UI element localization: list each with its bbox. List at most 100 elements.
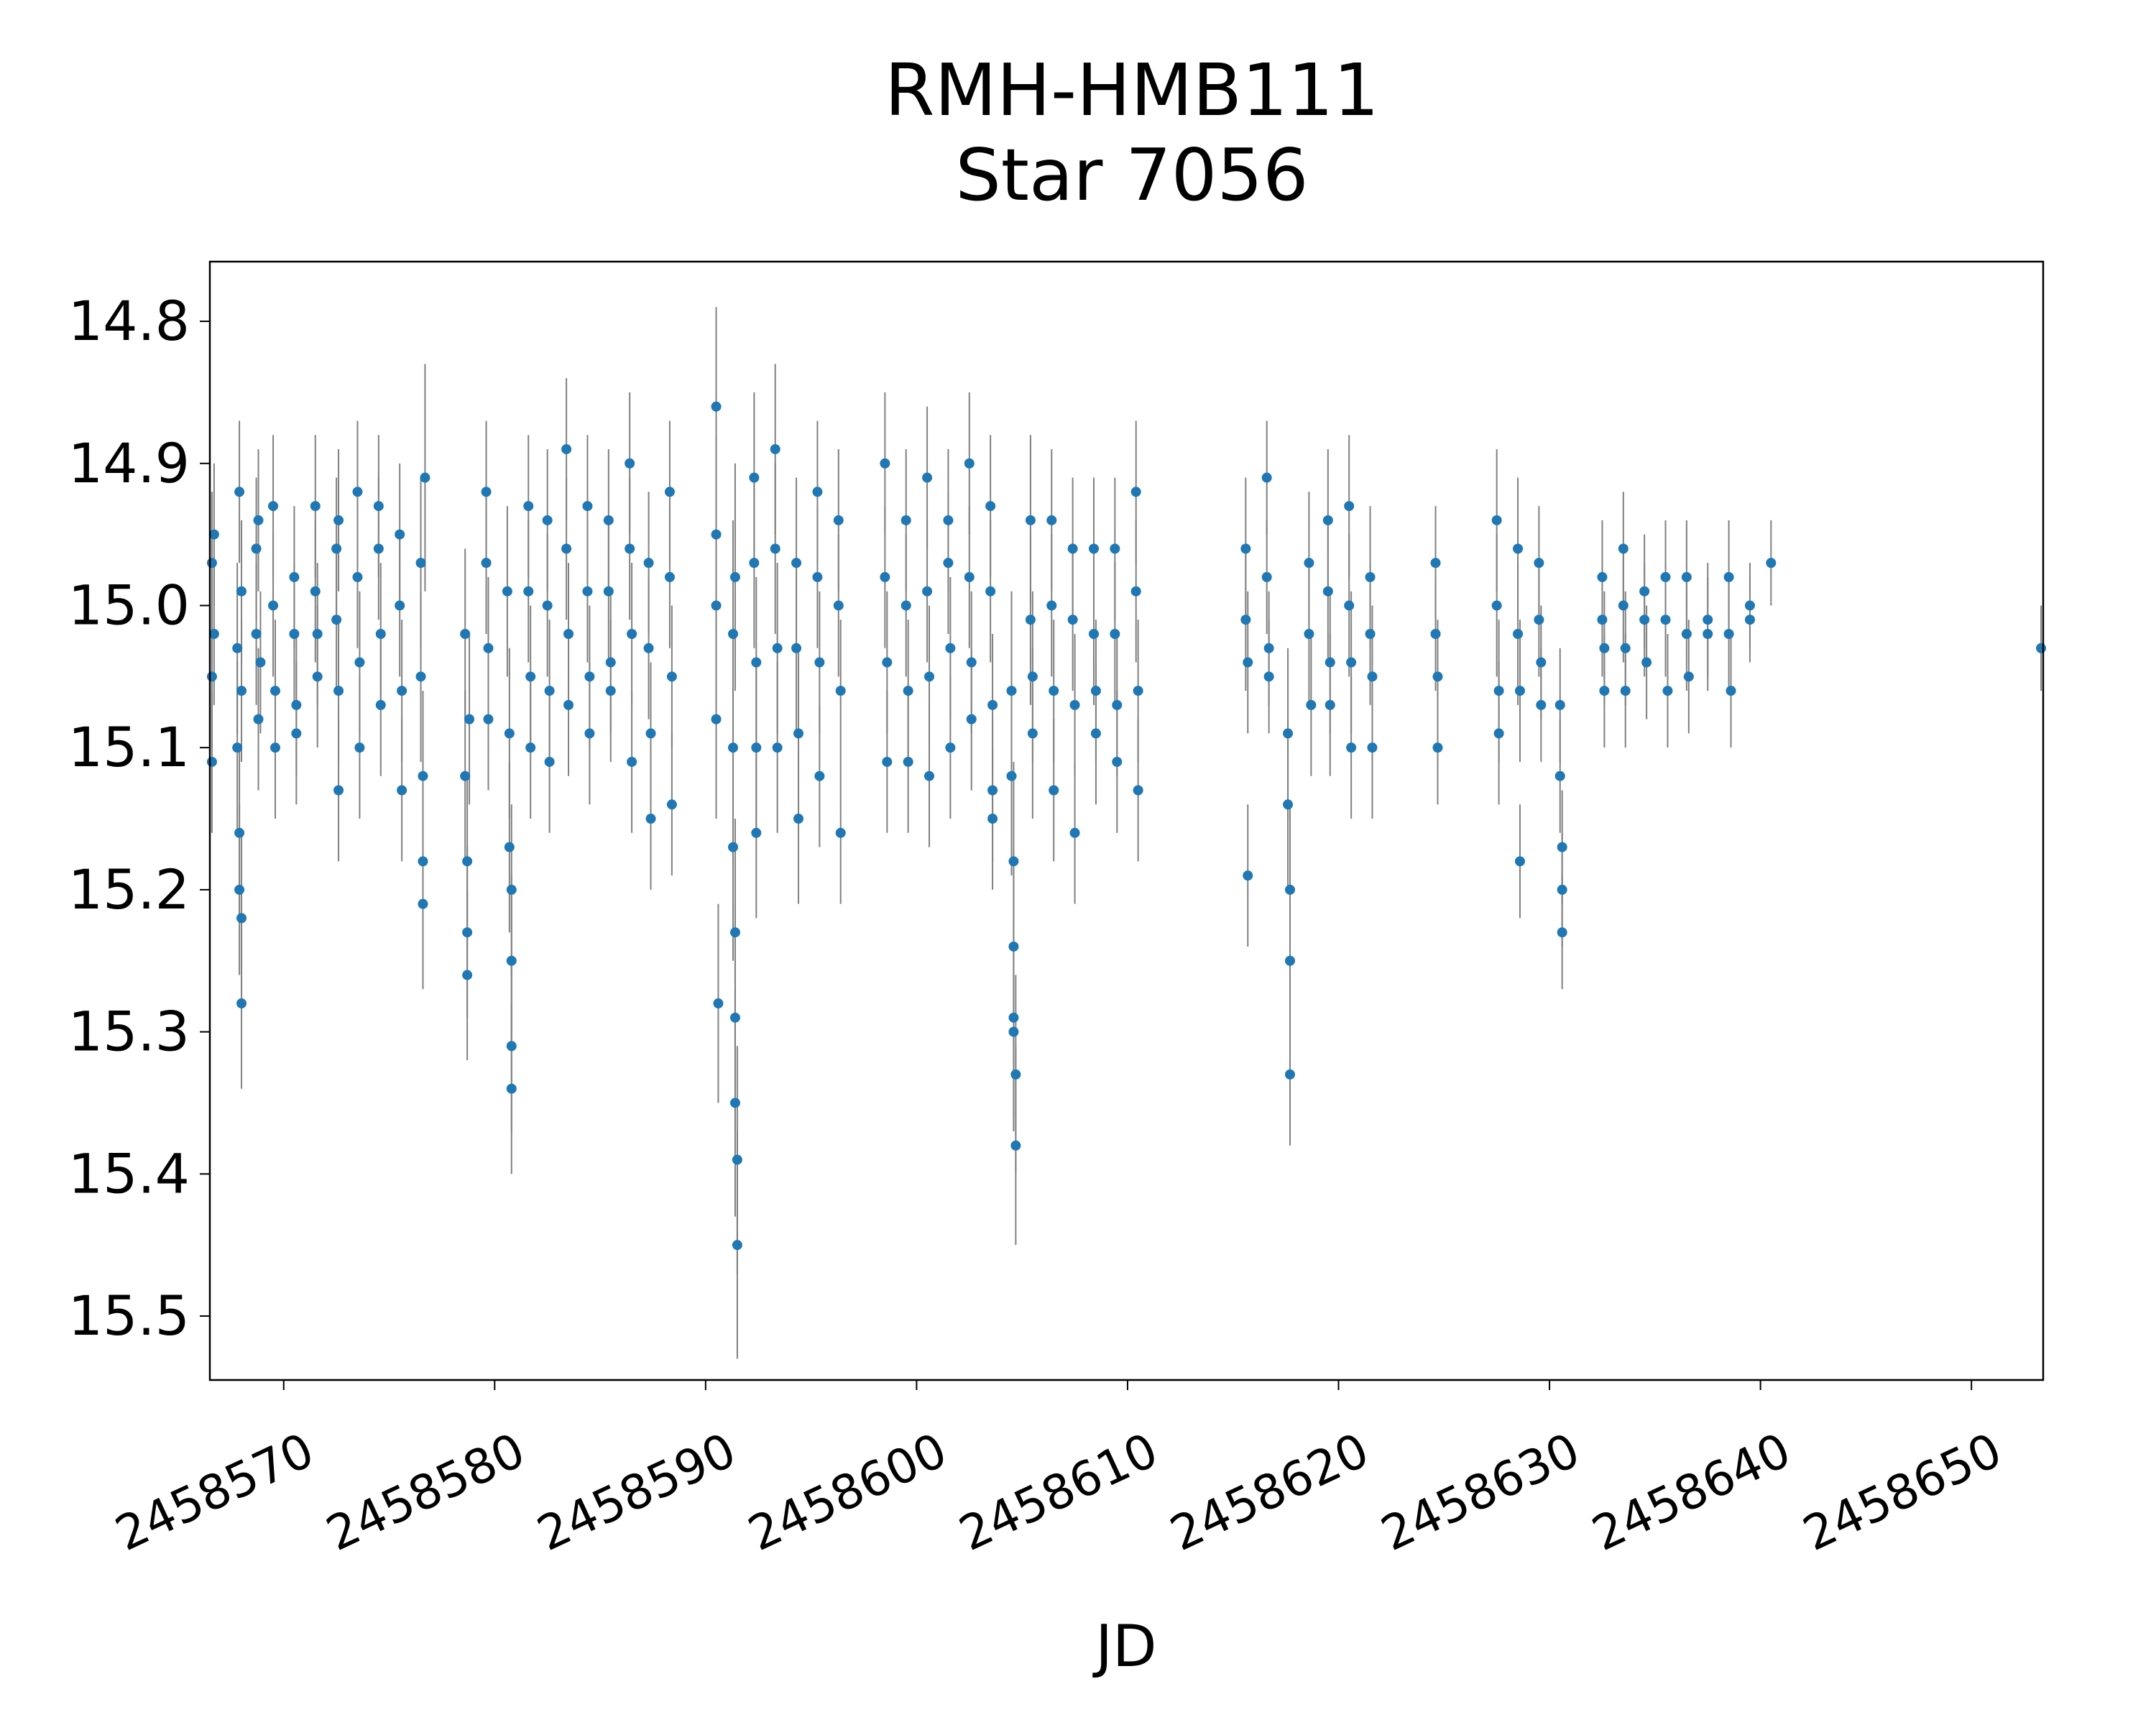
y-tick-label: 15.2 (68, 857, 190, 921)
plot-frame (208, 260, 2045, 1381)
data-point (751, 742, 762, 753)
data-point (1514, 686, 1525, 696)
data-point (943, 515, 954, 525)
data-point (1112, 756, 1123, 767)
plot-area (210, 262, 2043, 1380)
data-point (1723, 571, 1734, 582)
data-point (711, 401, 722, 412)
data-point (352, 487, 363, 497)
data-point (206, 756, 217, 767)
data-point (1514, 856, 1525, 867)
data-point (625, 458, 635, 469)
data-point (1599, 686, 1610, 696)
data-point (460, 629, 471, 640)
data-point (395, 529, 405, 540)
data-point (1660, 615, 1671, 625)
data-point (900, 515, 911, 525)
data-point (236, 913, 247, 924)
data-point (728, 629, 739, 640)
data-point (1130, 487, 1141, 497)
data-point (1304, 558, 1314, 569)
data-point (397, 686, 407, 696)
data-point (291, 699, 302, 710)
data-point (645, 814, 656, 824)
data-point (1008, 1012, 1019, 1023)
data-point (732, 1154, 742, 1165)
data-point (1049, 785, 1059, 796)
data-point (270, 686, 281, 696)
data-point (1618, 543, 1628, 554)
data-point (1536, 657, 1547, 668)
data-point (922, 472, 933, 483)
data-point (563, 629, 574, 640)
data-point (1344, 501, 1355, 512)
data-point (1703, 615, 1713, 625)
data-point (1367, 742, 1378, 753)
x-axis: 2458570245858024585902458600245861024586… (107, 1380, 2010, 1562)
data-point (1536, 699, 1547, 710)
data-point (561, 543, 572, 554)
data-point (1090, 728, 1101, 739)
data-point (523, 586, 534, 597)
data-point (964, 571, 975, 582)
data-point (770, 543, 780, 554)
data-point (985, 586, 996, 597)
data-point (987, 814, 998, 824)
data-point (1304, 629, 1314, 640)
data-point (1263, 643, 1274, 653)
data-point (542, 600, 553, 611)
data-point (945, 742, 956, 753)
data-point (1110, 543, 1120, 554)
data-point (903, 686, 913, 696)
data-point (506, 1083, 517, 1094)
data-point (333, 686, 344, 696)
data-point (627, 629, 637, 640)
data-point (525, 742, 536, 753)
data-point (1660, 571, 1671, 582)
data-point (903, 756, 913, 767)
data-point (582, 501, 593, 512)
data-point (1006, 770, 1017, 781)
data-point (1365, 629, 1376, 640)
data-point (751, 657, 762, 668)
data-point (1027, 671, 1038, 682)
data-point (1620, 686, 1631, 696)
data-point (1662, 686, 1673, 696)
data-point (1534, 615, 1544, 625)
data-point (987, 699, 998, 710)
data-point (268, 501, 279, 512)
data-point (1088, 543, 1099, 554)
data-point (1557, 842, 1567, 852)
y-tick-label: 15.5 (68, 1284, 190, 1348)
data-point (420, 472, 430, 483)
data-point (525, 671, 536, 682)
y-tick-label: 15.0 (68, 573, 190, 637)
data-point (1681, 629, 1692, 640)
data-point (1620, 643, 1631, 653)
data-point (1432, 742, 1443, 753)
data-point (1325, 657, 1335, 668)
data-point (415, 558, 426, 569)
data-point (880, 571, 890, 582)
data-point (1618, 600, 1628, 611)
data-point (1744, 615, 1755, 625)
data-point (232, 742, 243, 753)
data-point (1365, 571, 1376, 582)
data-point (415, 671, 426, 682)
data-point (1344, 600, 1355, 611)
data-point (1493, 728, 1504, 739)
x-tick-label: 2458600 (740, 1422, 955, 1562)
data-point (333, 515, 344, 525)
data-point (711, 529, 722, 540)
data-point (1240, 543, 1251, 554)
data-point (561, 443, 572, 454)
data-point (460, 770, 471, 781)
data-point (1557, 927, 1567, 938)
data-point (1306, 699, 1317, 710)
data-point (1046, 600, 1057, 611)
data-point (418, 770, 428, 781)
data-point (253, 714, 264, 724)
data-point (395, 600, 405, 611)
data-point (772, 742, 783, 753)
data-point (1322, 586, 1333, 597)
